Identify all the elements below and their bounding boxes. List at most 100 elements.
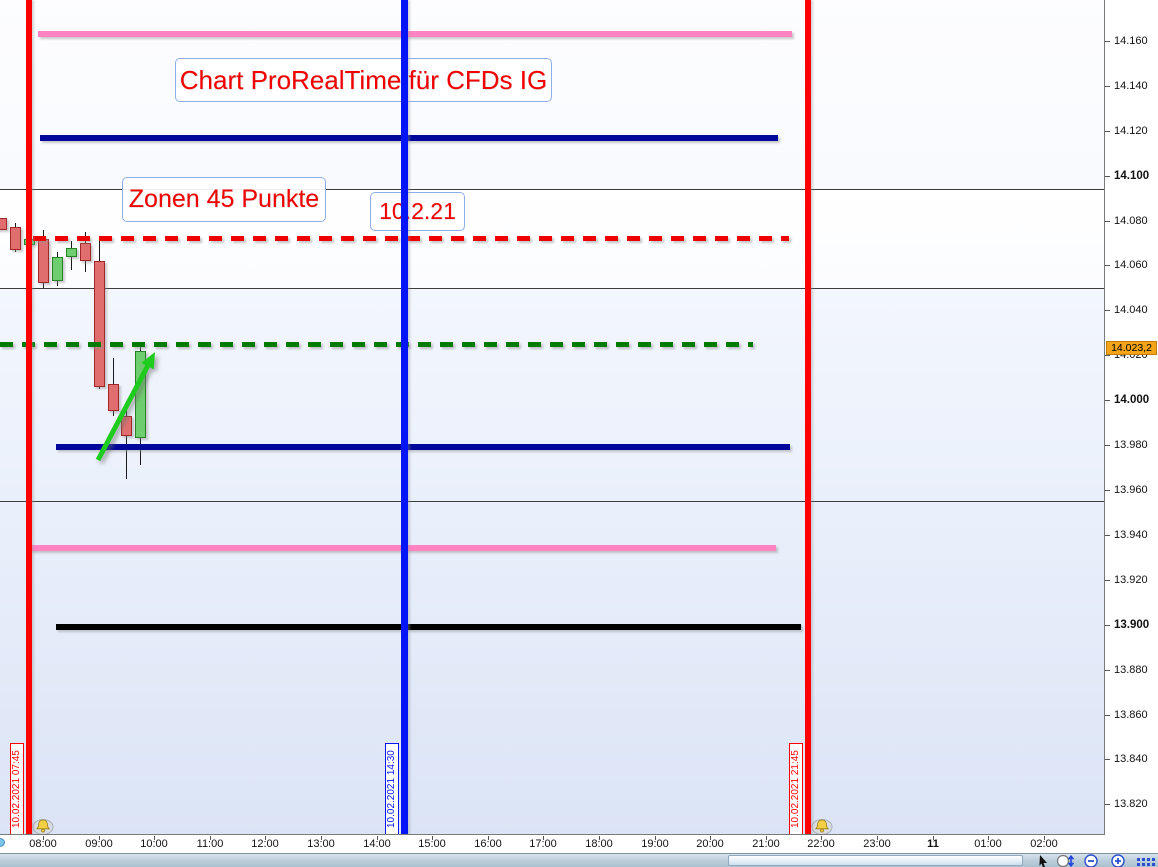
time-tick bbox=[543, 836, 544, 840]
price-tick bbox=[1105, 355, 1110, 356]
current-price-badge: 14.023,2 bbox=[1106, 341, 1157, 355]
price-tick-label: 13.900 bbox=[1114, 619, 1150, 631]
time-tick-label: 20:00 bbox=[696, 838, 724, 850]
time-tick bbox=[710, 836, 711, 840]
zone-boundary-line bbox=[0, 189, 1104, 190]
candle-up bbox=[135, 351, 146, 438]
price-tick-label: 14.100 bbox=[1114, 170, 1150, 182]
price-tick bbox=[1105, 131, 1110, 132]
trend-arrow[interactable] bbox=[88, 340, 168, 480]
pointer-icon[interactable] bbox=[1036, 854, 1052, 867]
green-dashed-line[interactable] bbox=[0, 342, 753, 347]
price-tick-label: 13.840 bbox=[1114, 753, 1148, 765]
session-line-1430-label[interactable]: 10.02.2021 14:30 bbox=[384, 743, 399, 834]
time-tick-label: 09:00 bbox=[85, 838, 113, 850]
candle-down bbox=[94, 261, 105, 387]
time-tick bbox=[1044, 836, 1045, 840]
time-tick-label: 17:00 bbox=[529, 838, 557, 850]
time-tick bbox=[821, 836, 822, 840]
time-tick bbox=[432, 836, 433, 840]
session-line-0745-label[interactable]: 10.02.2021 07:45 bbox=[10, 743, 24, 834]
candle-down bbox=[38, 239, 49, 283]
time-tick-label: 12:00 bbox=[251, 838, 279, 850]
grid-dots-icon[interactable] bbox=[1136, 854, 1158, 867]
black-line[interactable] bbox=[56, 624, 801, 630]
navy-line-top[interactable] bbox=[40, 135, 778, 141]
price-tick-label: 13.920 bbox=[1114, 574, 1148, 586]
price-tick-label: 14.140 bbox=[1114, 80, 1148, 92]
time-tick bbox=[265, 836, 266, 840]
price-tick bbox=[1105, 310, 1110, 311]
navy-line-bottom[interactable] bbox=[56, 444, 790, 450]
price-tick-label: 13.960 bbox=[1114, 484, 1148, 496]
time-tick bbox=[377, 836, 378, 840]
zoom-out-icon[interactable] bbox=[1083, 854, 1099, 867]
price-tick bbox=[1105, 221, 1110, 222]
price-tick bbox=[1105, 804, 1110, 805]
zones-label-box[interactable]: Zonen 45 Punkte bbox=[122, 177, 326, 222]
zoom-in-icon[interactable] bbox=[1110, 854, 1126, 867]
red-dashed-line[interactable] bbox=[33, 236, 789, 241]
zone-boundary-line bbox=[0, 501, 1104, 502]
session-line-2145-label[interactable]: 10.02.2021 21:45 bbox=[789, 743, 803, 834]
pink-line-top[interactable] bbox=[38, 31, 792, 37]
time-tick-label: 10:00 bbox=[140, 838, 168, 850]
time-tick bbox=[877, 836, 878, 840]
price-tick bbox=[1105, 759, 1110, 760]
time-tick bbox=[321, 836, 322, 840]
price-tick bbox=[1105, 41, 1110, 42]
price-tick bbox=[1105, 670, 1110, 671]
time-tick-label: 08:00 bbox=[29, 838, 57, 850]
price-tick-label: 14.040 bbox=[1114, 304, 1148, 316]
alarm-bell-icon[interactable] bbox=[32, 818, 54, 834]
time-tick-label: 01:00 bbox=[974, 838, 1002, 850]
price-tick-label: 14.160 bbox=[1114, 35, 1148, 47]
plot-area: Chart ProRealTime für CFDs IG Zonen 45 Pu… bbox=[0, 0, 1105, 835]
price-tick-label: 13.820 bbox=[1114, 798, 1148, 810]
price-tick-label: 13.880 bbox=[1114, 664, 1148, 676]
bottom-toolbar bbox=[0, 853, 1158, 867]
band-3 bbox=[0, 287, 1104, 502]
candle-down bbox=[121, 416, 132, 436]
candle-down bbox=[10, 227, 21, 250]
chart-title-box[interactable]: Chart ProRealTime für CFDs IG bbox=[175, 58, 552, 102]
time-tick bbox=[154, 836, 155, 840]
price-tick-label: 14.060 bbox=[1114, 259, 1148, 271]
time-tick-label: 11:00 bbox=[196, 838, 224, 850]
price-tick bbox=[1105, 86, 1110, 87]
time-tick-label: 02:00 bbox=[1030, 838, 1058, 850]
price-tick-label: 14.000 bbox=[1114, 394, 1150, 406]
session-line-2145[interactable] bbox=[805, 0, 811, 834]
candle-down bbox=[108, 384, 119, 411]
price-tick bbox=[1105, 400, 1110, 401]
candle-up bbox=[52, 257, 63, 281]
price-tick-label: 13.940 bbox=[1114, 529, 1148, 541]
price-tick bbox=[1105, 265, 1110, 266]
candle-down bbox=[0, 218, 7, 230]
alarm-bell-icon[interactable] bbox=[811, 818, 833, 834]
price-tick-label: 14.120 bbox=[1114, 125, 1148, 137]
zoom-vertical-icon[interactable] bbox=[1056, 854, 1075, 867]
time-tick bbox=[655, 836, 656, 840]
date-label-box[interactable]: 10.2.21 bbox=[370, 192, 465, 231]
time-tick-label: 11 bbox=[927, 838, 939, 850]
session-line-0745[interactable] bbox=[26, 0, 32, 834]
session-line-1430[interactable] bbox=[400, 0, 408, 834]
time-tick bbox=[933, 836, 934, 840]
time-tick bbox=[488, 836, 489, 840]
time-tick bbox=[599, 836, 600, 840]
price-tick bbox=[1105, 580, 1110, 581]
horizontal-scrollbar-thumb[interactable] bbox=[728, 855, 1023, 866]
price-tick bbox=[1105, 445, 1110, 446]
time-tick-label: 14:00 bbox=[363, 838, 391, 850]
candle-up bbox=[66, 248, 77, 257]
time-tick-label: 18:00 bbox=[585, 838, 613, 850]
time-tick-label: 23:00 bbox=[863, 838, 891, 850]
price-tick-label: 13.980 bbox=[1114, 439, 1148, 451]
band-1 bbox=[0, 0, 1104, 190]
candle-down bbox=[80, 243, 91, 261]
time-tick bbox=[99, 836, 100, 840]
band-4 bbox=[0, 501, 1104, 834]
price-tick bbox=[1105, 490, 1110, 491]
